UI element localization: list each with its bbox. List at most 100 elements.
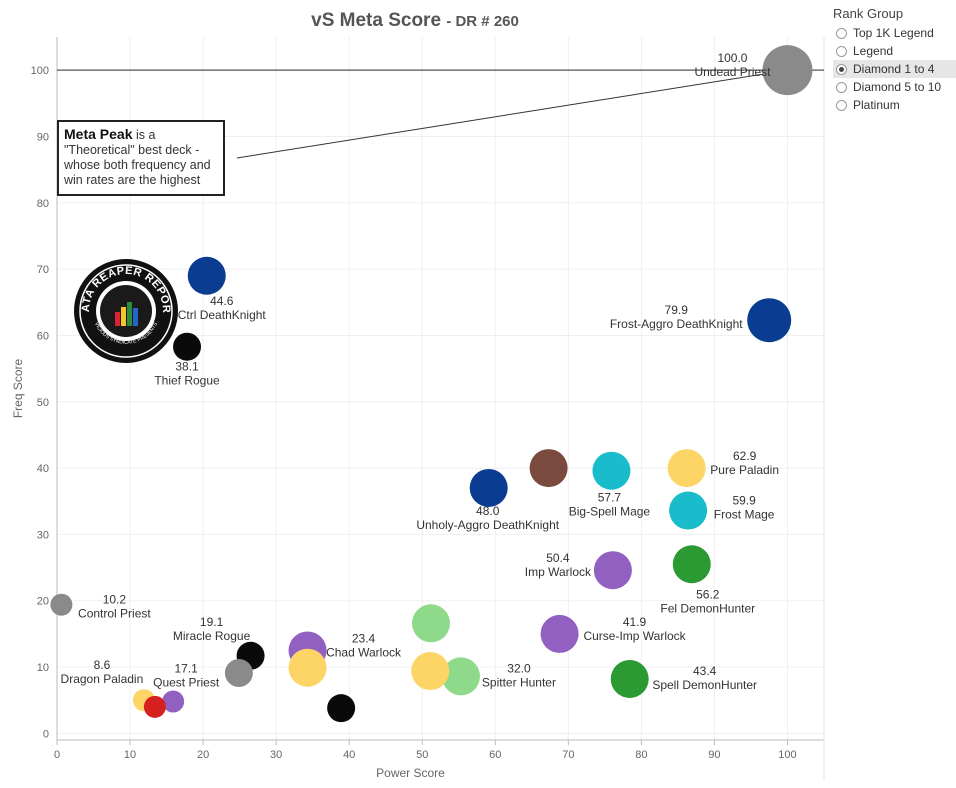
- point-score-label: 48.0: [476, 504, 500, 518]
- legend-option-platinum[interactable]: Platinum: [833, 96, 956, 114]
- scatter-chart: 0 10 20 30 40 50 60 70 80 90 100 0 10 20 30 40 50 60 70 80 9…: [11, 37, 825, 780]
- point-name-label: Undead Priest: [694, 65, 771, 79]
- point-score-label: 56.2: [696, 587, 720, 601]
- data-point: [593, 551, 632, 590]
- x-tick-label: 60: [489, 749, 501, 761]
- annotation-text: is a "Theoretical" best deck - whose bot…: [64, 128, 211, 187]
- legend-option-label: Platinum: [853, 98, 900, 112]
- data-point: [529, 449, 568, 488]
- point-name-label: Unholy-Aggro DeathKnight: [416, 518, 559, 532]
- point-name-label: Dragon Paladin: [61, 672, 144, 686]
- point-name-label: Frost Mage: [714, 508, 775, 522]
- point-score-label: 57.7: [598, 491, 622, 505]
- point-score-label: 19.1: [200, 615, 224, 629]
- point-name-label: Control Priest: [78, 607, 151, 621]
- point-score-label: 59.9: [732, 494, 756, 508]
- point-name-label: Pure Paladin: [710, 463, 779, 477]
- x-tick-label: 40: [343, 749, 355, 761]
- point-score-label: 43.4: [693, 664, 717, 678]
- data-point: [672, 545, 711, 584]
- point-score-label: 50.4: [546, 551, 570, 565]
- chart-title: vS Meta Score - DR # 260: [0, 10, 830, 32]
- point-score-label: 17.1: [174, 662, 198, 676]
- point-score-label: 62.9: [733, 449, 757, 463]
- chart-title-main: vS Meta Score: [311, 10, 442, 31]
- y-tick-label: 70: [37, 264, 49, 276]
- point-name-label: Ctrl DeathKnight: [178, 308, 267, 322]
- rank-group-legend: Rank Group Top 1K Legend Legend Diamond 1 …: [833, 6, 956, 114]
- x-tick-label: 70: [562, 749, 574, 761]
- y-tick-label: 50: [37, 397, 49, 409]
- annotation-bold: Meta Peak: [64, 126, 133, 142]
- y-tick-label: 100: [31, 65, 49, 77]
- data-point: [411, 652, 450, 691]
- x-tick-label: 90: [708, 749, 720, 761]
- data-point: [540, 614, 579, 653]
- data-point: [143, 695, 166, 718]
- data-point: [762, 45, 813, 96]
- chart-title-sub: - DR # 260: [446, 13, 519, 30]
- x-tick-label: 80: [635, 749, 647, 761]
- data-point: [610, 659, 649, 698]
- y-tick-label: 20: [37, 596, 49, 608]
- legend-option-label: Diamond 5 to 10: [853, 80, 942, 94]
- point-score-label: 44.6: [210, 294, 234, 308]
- point-name-label: Big-Spell Mage: [569, 505, 651, 519]
- point-score-label: 41.9: [623, 615, 647, 629]
- radio-icon[interactable]: [836, 63, 847, 75]
- point-name-label: Chad Warlock: [326, 645, 402, 659]
- x-tick-label: 50: [416, 749, 428, 761]
- point-score-label: 8.6: [94, 658, 111, 672]
- data-point: [441, 657, 480, 696]
- x-tick-label: 100: [778, 749, 796, 761]
- data-point: [669, 491, 708, 530]
- x-axis-label: Power Score: [376, 766, 445, 780]
- point-score-label: 79.9: [665, 303, 689, 317]
- radio-icon[interactable]: [836, 27, 847, 39]
- data-point: [327, 694, 356, 723]
- point-score-label: 32.0: [507, 661, 531, 675]
- data-reaper-logo: DATA REAPER REPORT VICIOUS SYNDICATE PRE…: [73, 258, 178, 363]
- point-name-label: Curse-Imp Warlock: [583, 629, 686, 643]
- y-axis-label: Freq Score: [11, 358, 25, 418]
- annotation-arrow: [236, 68, 783, 159]
- radio-icon[interactable]: [836, 99, 847, 111]
- y-tick-label: 0: [43, 728, 49, 740]
- point-score-label: 10.2: [103, 593, 127, 607]
- legend-option-label: Diamond 1 to 4: [853, 62, 935, 76]
- point-name-label: Thief Rogue: [154, 374, 220, 388]
- legend-option-legend[interactable]: Legend: [833, 42, 956, 60]
- data-point: [50, 593, 73, 616]
- y-tick-label: 40: [37, 463, 49, 475]
- point-name-label: Spitter Hunter: [482, 675, 556, 689]
- point-name-label: Quest Priest: [153, 676, 220, 690]
- y-tick-label: 10: [37, 662, 49, 674]
- radio-icon[interactable]: [836, 45, 847, 57]
- legend-option-label: Legend: [853, 44, 894, 58]
- point-name-label: Miracle Rogue: [173, 629, 251, 643]
- data-point: [187, 256, 226, 295]
- legend-option-diamond-5-to-10[interactable]: Diamond 5 to 10: [833, 78, 956, 96]
- point-score-label: 23.4: [352, 631, 376, 645]
- meta-peak-annotation: Meta Peak is a "Theoretical" best deck -…: [57, 120, 225, 196]
- y-tick-label: 90: [37, 131, 49, 143]
- y-tick-label: 80: [37, 198, 49, 210]
- point-score-label: 100.0: [717, 51, 747, 65]
- y-tick-label: 30: [37, 529, 49, 541]
- legend-option-diamond-1-to-4[interactable]: Diamond 1 to 4: [833, 60, 956, 78]
- data-point: [747, 298, 792, 343]
- point-name-label: Imp Warlock: [525, 565, 592, 579]
- legend-option-label: Top 1K Legend: [853, 26, 934, 40]
- x-tick-label: 30: [270, 749, 282, 761]
- point-name-label: Frost-Aggro DeathKnight: [610, 317, 743, 331]
- data-point: [469, 468, 508, 507]
- legend-option-top-1k-legend[interactable]: Top 1K Legend: [833, 24, 956, 42]
- point-name-label: Spell DemonHunter: [652, 678, 757, 692]
- x-tick-label: 10: [124, 749, 136, 761]
- data-point: [667, 449, 706, 488]
- radio-icon[interactable]: [836, 81, 847, 93]
- x-tick-label: 0: [54, 749, 60, 761]
- legend-title: Rank Group: [833, 6, 904, 21]
- data-point: [412, 604, 451, 643]
- data-point: [162, 690, 185, 713]
